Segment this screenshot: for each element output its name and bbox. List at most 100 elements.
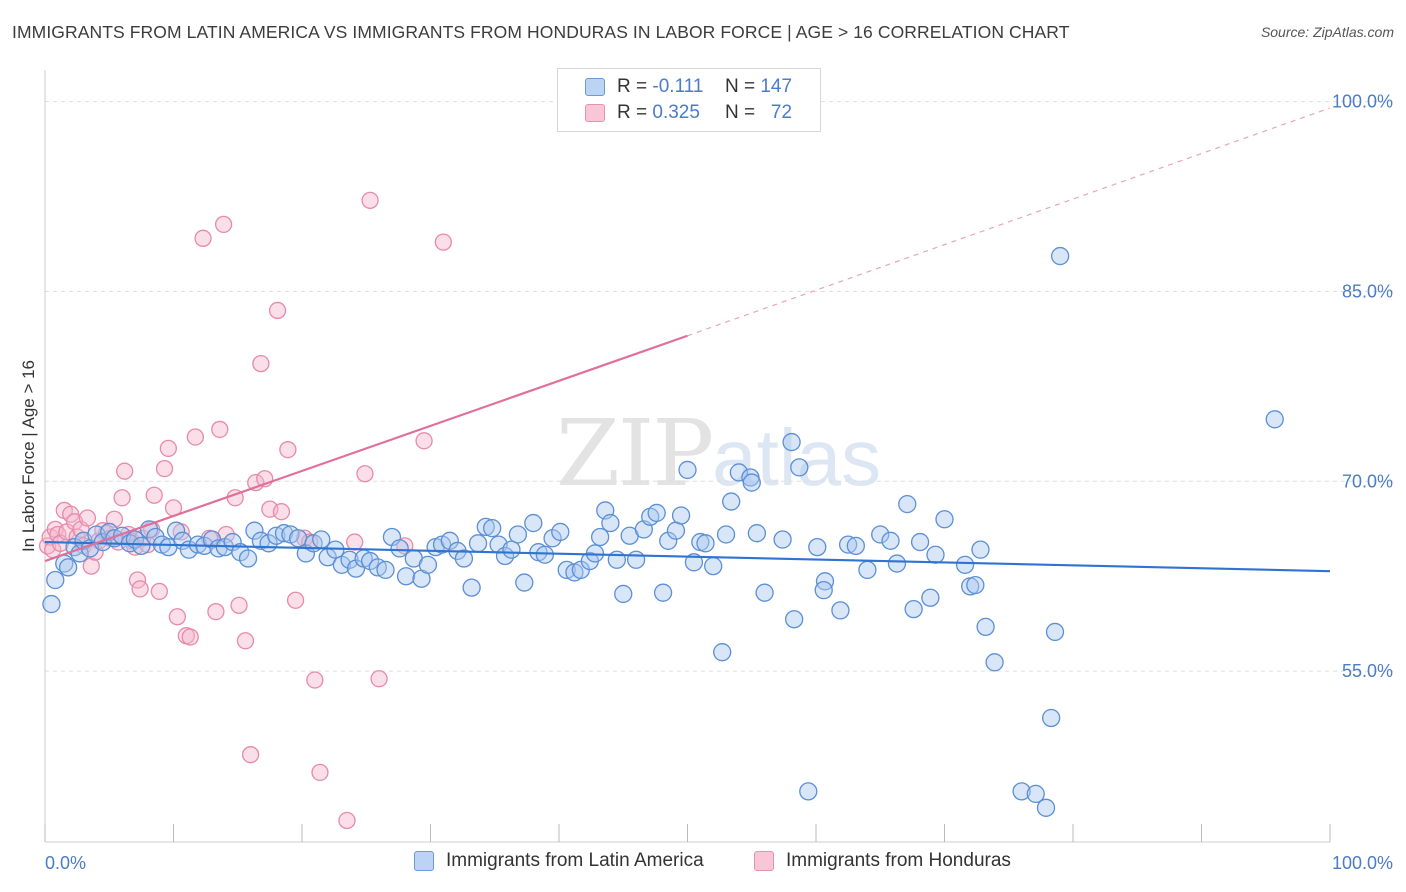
latin-america-point <box>590 527 610 547</box>
honduras-point <box>78 509 97 527</box>
latin-america-point <box>790 458 809 477</box>
honduras-point <box>230 596 248 614</box>
honduras-point <box>279 441 297 459</box>
honduras-point <box>211 420 229 439</box>
honduras-point <box>346 533 364 551</box>
honduras-point <box>155 460 174 478</box>
legend-row-honduras: R = 0.325 N = 72 <box>558 100 792 126</box>
chart-title: IMMIGRANTS FROM LATIN AMERICA VS IMMIGRA… <box>12 22 1070 42</box>
latin-america-point <box>678 460 697 480</box>
honduras-trend-line <box>44 334 688 563</box>
latin-america-point <box>713 643 732 662</box>
latin-america-point <box>524 513 543 533</box>
legend-r-value: 0.325 <box>652 102 700 123</box>
latin-america-point <box>614 584 633 604</box>
honduras-point <box>338 811 356 830</box>
series-legend-latin-america: Immigrants from Latin America <box>414 850 704 872</box>
latin-america-point <box>476 517 495 537</box>
legend-n-label: N = <box>724 76 756 97</box>
honduras-point <box>241 746 260 764</box>
honduras-point <box>82 557 100 575</box>
watermark-zip: ZIP <box>556 400 714 507</box>
latin-america-point <box>808 537 827 557</box>
honduras-point <box>186 428 204 446</box>
legend-swatch-blue <box>585 78 605 96</box>
latin-america-point <box>704 556 723 576</box>
honduras-point <box>116 462 134 480</box>
latin-america-trend-line <box>44 540 1331 573</box>
latin-america-point <box>716 525 736 544</box>
latin-america-point <box>755 583 774 602</box>
latin-america-point <box>626 550 646 569</box>
legend-r-label: R = <box>617 76 648 97</box>
latin-america-point <box>462 578 481 597</box>
latin-america-point <box>647 503 666 523</box>
latin-america-point <box>729 463 749 482</box>
honduras-point <box>370 670 388 688</box>
latin-america-point <box>1042 708 1061 728</box>
latin-america-point <box>926 545 945 564</box>
series-swatch-pink <box>754 851 774 871</box>
honduras-point <box>306 671 324 689</box>
latin-america-point <box>245 521 264 540</box>
latin-america-point <box>898 494 917 514</box>
legend-n-label: N = <box>724 102 756 123</box>
latin-america-point <box>238 549 258 568</box>
latin-america-point <box>93 532 112 552</box>
honduras-point <box>415 432 433 450</box>
honduras-point <box>214 215 233 234</box>
latin-america-point <box>454 549 474 568</box>
axes <box>44 70 1331 843</box>
latin-america-point <box>653 583 673 602</box>
honduras-point <box>168 608 187 626</box>
watermark-atlas: atlas <box>712 413 882 502</box>
latin-america-point <box>502 540 521 559</box>
latin-america-point <box>722 492 741 511</box>
latin-america-point <box>935 510 954 529</box>
latin-america-point <box>671 506 691 525</box>
latin-america-point <box>985 653 1004 672</box>
latin-america-point <box>785 610 804 629</box>
latin-america-point <box>312 530 331 549</box>
latin-america-point <box>1045 622 1065 642</box>
honduras-trend-extension <box>687 107 1331 337</box>
honduras-point <box>194 229 212 247</box>
legend-swatch-pink <box>585 104 605 122</box>
latin-america-point <box>858 560 877 580</box>
latin-america-point <box>166 521 186 540</box>
latin-america-point <box>814 581 833 600</box>
correlation-legend: R = -0.111 N = 147 R = 0.325 N = 72 <box>557 68 821 132</box>
latin-america-point <box>1036 798 1056 817</box>
latin-america-point <box>58 558 78 577</box>
latin-america-points <box>42 246 1284 817</box>
latin-america-point <box>666 521 686 540</box>
y-tick-label: 55.0% <box>1342 661 1393 681</box>
series-legend-honduras: Immigrants from Honduras <box>754 850 1011 872</box>
latin-america-point <box>799 782 818 801</box>
honduras-point <box>145 486 163 504</box>
latin-america-point <box>468 534 488 553</box>
honduras-point <box>207 603 225 621</box>
honduras-point <box>131 580 149 598</box>
latin-america-point <box>396 567 416 586</box>
honduras-point <box>268 301 287 320</box>
latin-america-point <box>971 540 990 559</box>
latin-america-point <box>846 536 865 556</box>
latin-america-point <box>696 534 715 553</box>
honduras-point <box>236 632 255 650</box>
tick-labels: 55.0% 70.0% 85.0% 100.0% 0.0% 100.0% <box>45 92 1393 873</box>
latin-america-point <box>910 532 930 552</box>
honduras-point <box>361 191 379 210</box>
latin-america-point <box>551 522 570 542</box>
y-tick-label: 85.0% <box>1342 281 1393 301</box>
legend-r-label: R = <box>617 102 648 123</box>
latin-america-point <box>838 535 858 554</box>
y-tick-label: 100.0% <box>1332 92 1393 112</box>
latin-america-point <box>483 518 502 538</box>
honduras-point <box>272 503 291 521</box>
honduras-point <box>113 489 131 507</box>
honduras-point <box>286 591 305 609</box>
chart-source: Source: ZipAtlas.com <box>1260 24 1394 40</box>
x-tick-label: 100.0% <box>1332 853 1393 873</box>
latin-america-point <box>773 530 792 549</box>
